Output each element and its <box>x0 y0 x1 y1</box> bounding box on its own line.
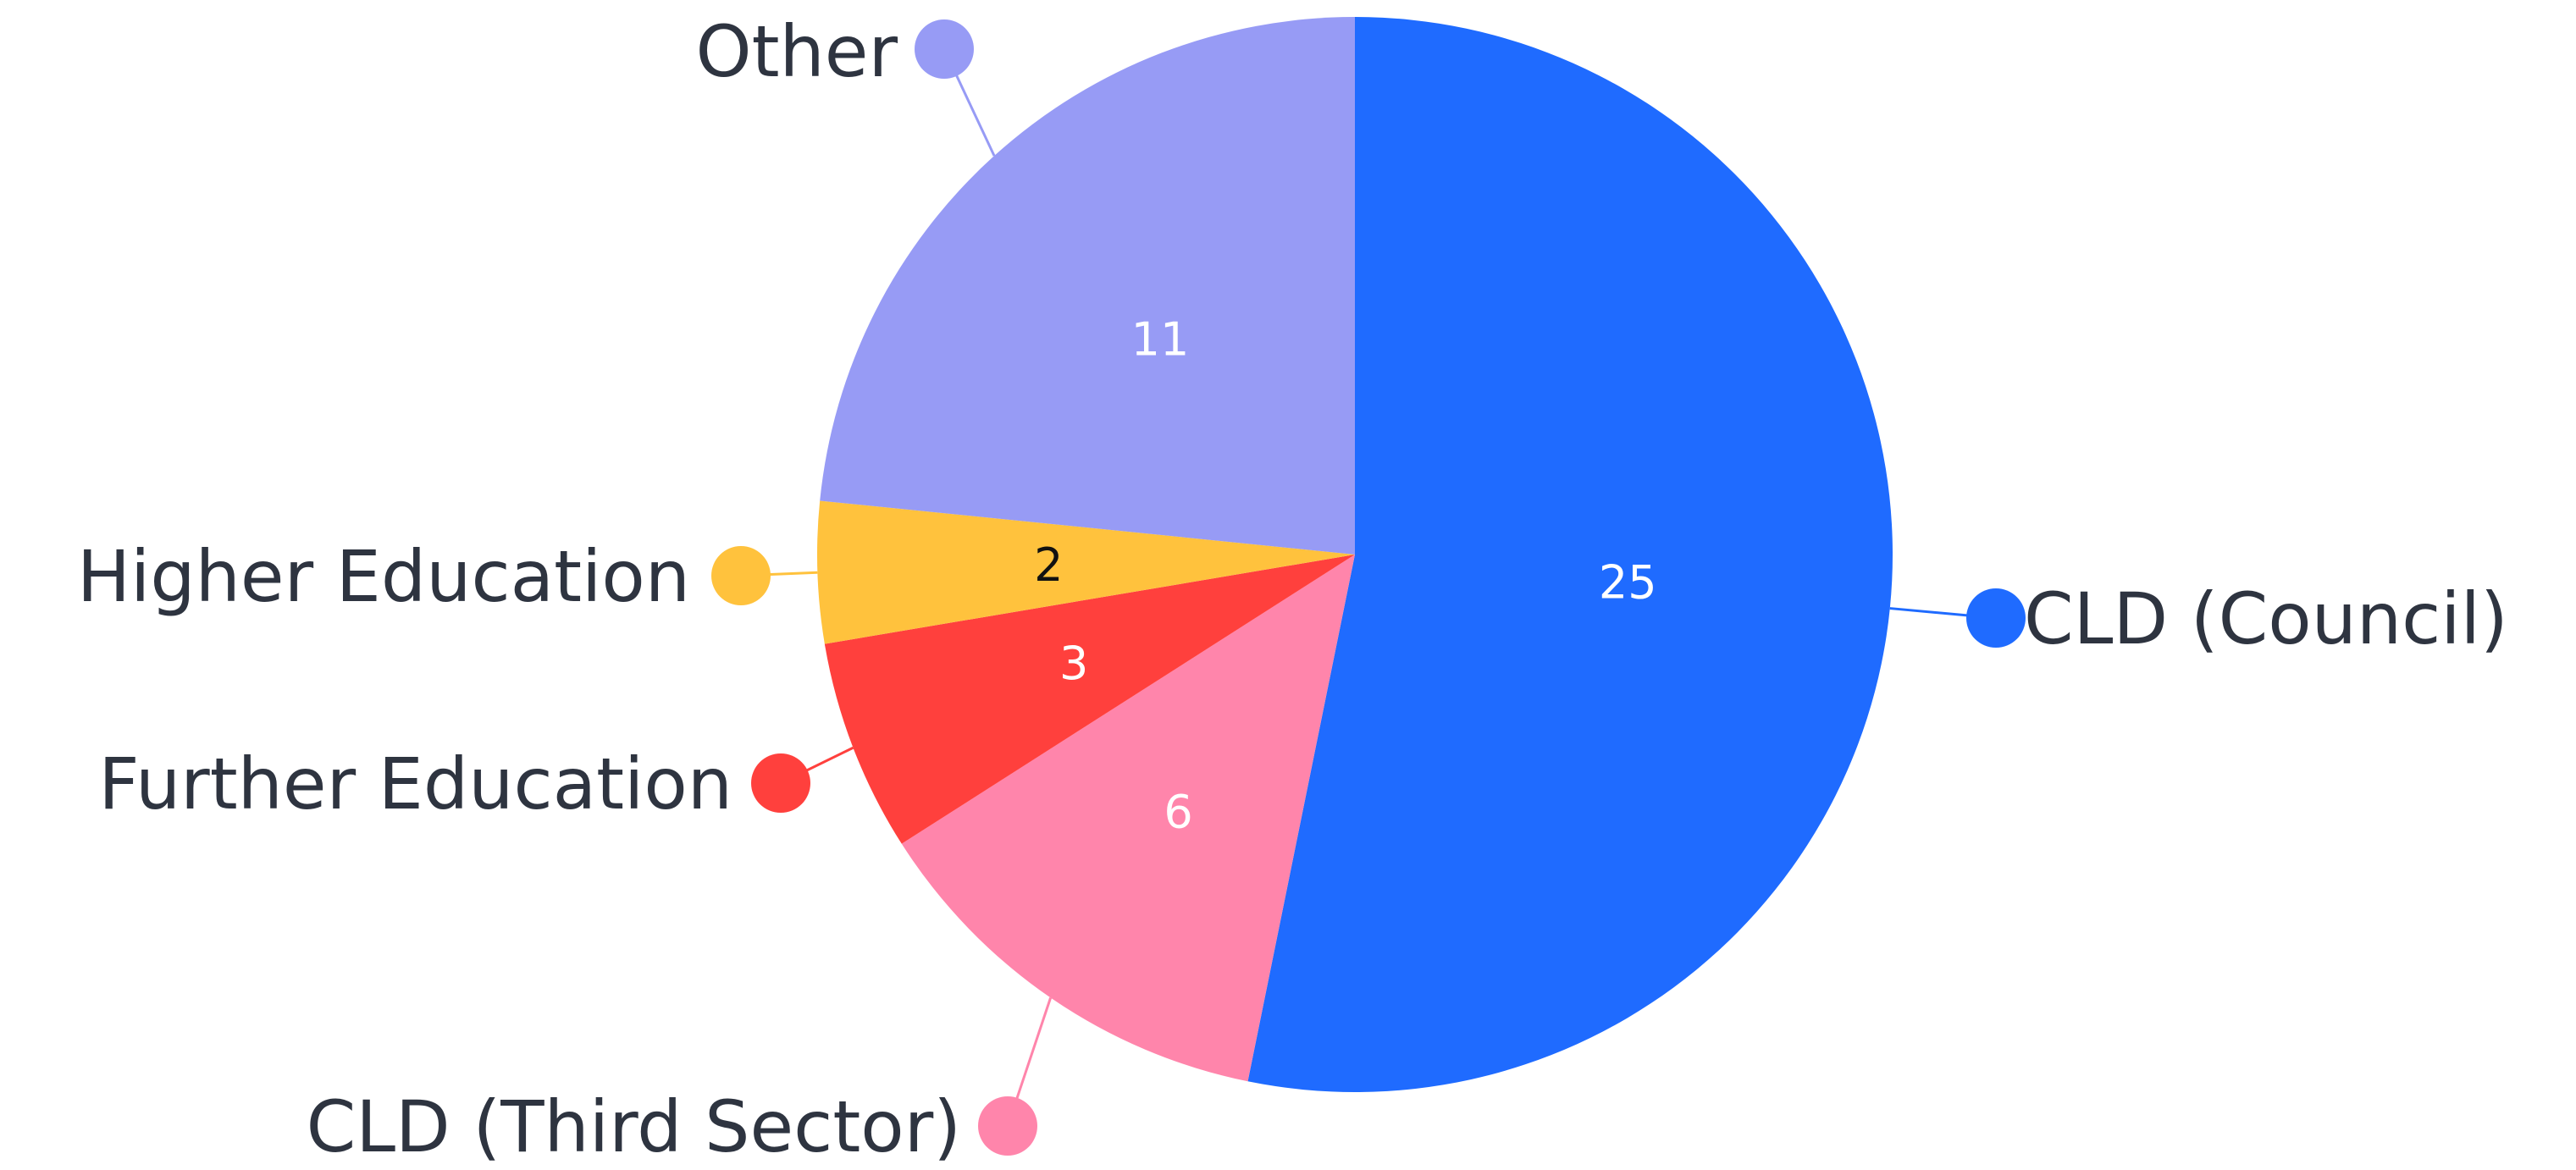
value-label-further-education: 3 <box>1059 637 1088 690</box>
pie-slice-cld-council <box>1247 17 1893 1092</box>
legend-dot-other <box>915 19 974 79</box>
value-label-higher-education: 2 <box>1034 538 1063 592</box>
value-labels: 25 6 3 2 11 <box>1034 313 1657 839</box>
category-label-higher-education: Higher Education <box>77 535 690 618</box>
legend-dot-higher-education <box>711 546 771 605</box>
pie-slice-higher-education <box>817 500 1355 644</box>
value-label-cld-third-sector: 6 <box>1164 786 1192 839</box>
legend-dot-further-education <box>751 753 810 813</box>
legend-dot-cld-council <box>1966 588 2026 648</box>
value-label-cld-council: 25 <box>1599 555 1657 609</box>
callout-leaders <box>711 19 2026 1156</box>
category-label-other: Other <box>695 10 898 93</box>
pie-slices <box>817 17 1893 1092</box>
pie-slice-cld-third-sector <box>901 555 1355 1082</box>
pie-slice-other <box>820 17 1355 555</box>
callout-labels: CLD (Council) CLD (Third Sector) Further E… <box>77 10 2508 1168</box>
category-label-cld-third-sector: CLD (Third Sector) <box>307 1085 961 1168</box>
category-label-cld-council: CLD (Council) <box>2024 577 2508 660</box>
pie-slice-further-education <box>824 555 1355 844</box>
category-label-further-education: Further Education <box>98 742 732 825</box>
value-label-other: 11 <box>1131 313 1190 367</box>
legend-dot-cld-third-sector <box>978 1096 1037 1156</box>
